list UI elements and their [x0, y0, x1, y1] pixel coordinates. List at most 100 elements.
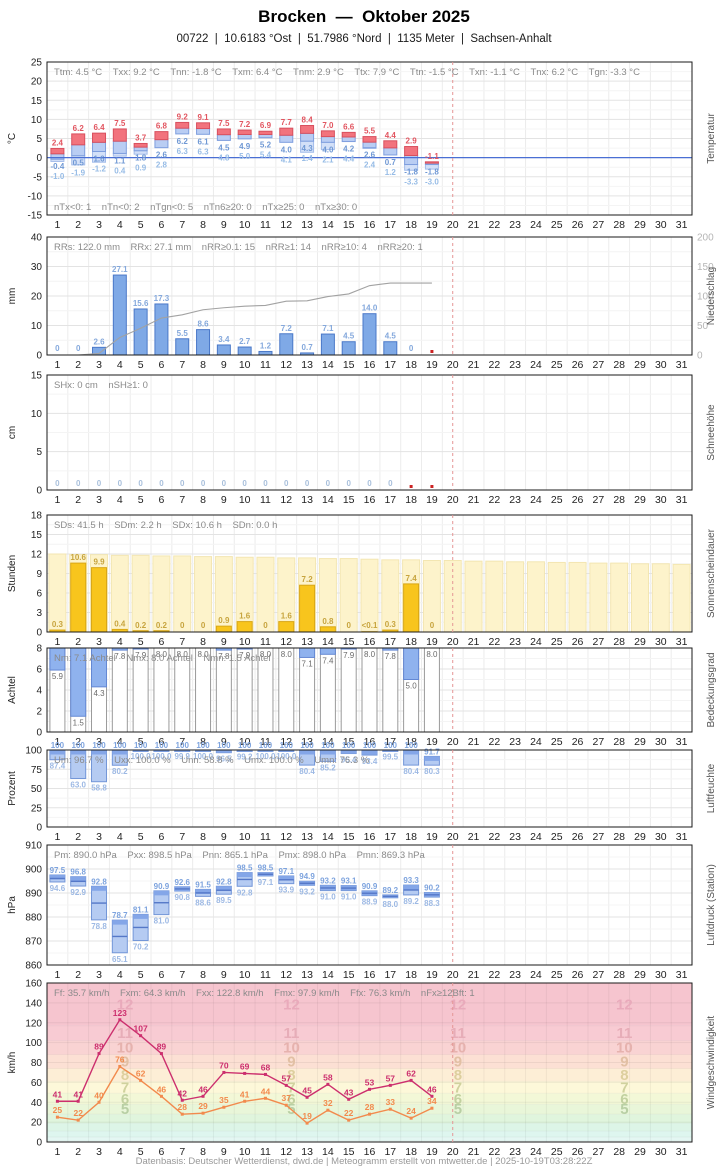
- axis-unit-label: Achtel: [7, 676, 18, 704]
- y-tick-label: 25: [31, 803, 43, 814]
- temp-max-bar: [383, 140, 398, 149]
- svg-text:5.4: 5.4: [260, 151, 272, 160]
- day-label: 12: [280, 1146, 292, 1158]
- panel-bedeckungsgrad: 5.9 1.5 4.3 7.8 7.9 8.0 8.0 8.0 7.8 7.9 8.0 8.0 7.1 7…: [7, 644, 717, 749]
- svg-text:42: 42: [178, 1088, 188, 1098]
- daylight-bar: [589, 562, 608, 633]
- temp-min-bar: [196, 128, 211, 135]
- svg-text:98.5: 98.5: [237, 864, 253, 873]
- day-label: 15: [343, 1146, 355, 1158]
- day-label: 1: [54, 494, 60, 506]
- svg-text:19: 19: [302, 1111, 312, 1121]
- svg-text:2.7: 2.7: [239, 337, 251, 346]
- day-label: 29: [634, 359, 646, 371]
- precip-bar: [341, 341, 356, 356]
- day-label: 11: [260, 636, 271, 648]
- day-label: 13: [301, 736, 313, 748]
- day-label: 22: [488, 736, 500, 748]
- svg-text:100: 100: [363, 741, 377, 750]
- y-tick-label: 80: [31, 1058, 43, 1069]
- svg-text:-1.0: -1.0: [51, 172, 65, 181]
- day-label: 8: [200, 1146, 206, 1158]
- svg-text:100: 100: [72, 741, 86, 750]
- temp-max-bar: [92, 132, 107, 143]
- svg-text:6.9: 6.9: [260, 121, 272, 130]
- svg-text:0: 0: [222, 479, 227, 488]
- svg-text:2.1: 2.1: [322, 155, 334, 164]
- day-label: 28: [613, 636, 625, 648]
- y-tick-label: -15: [28, 211, 43, 222]
- y-tick-label: 20: [31, 292, 43, 303]
- svg-text:100.0: 100.0: [131, 752, 152, 761]
- svg-text:57: 57: [282, 1073, 292, 1083]
- day-label: 31: [676, 969, 688, 981]
- temp-max-bar: [133, 142, 148, 148]
- day-label: 12: [280, 969, 292, 981]
- svg-text:5.5: 5.5: [364, 127, 376, 136]
- day-label: 27: [593, 1146, 605, 1158]
- day-label: 17: [384, 969, 396, 981]
- day-label: 11: [260, 736, 271, 748]
- svg-text:8.0: 8.0: [156, 650, 168, 659]
- day-label: 18: [405, 494, 417, 506]
- y-tick-label: 50: [31, 784, 43, 795]
- day-label: 6: [159, 831, 165, 843]
- svg-text:90.9: 90.9: [154, 882, 170, 891]
- svg-text:95.4: 95.4: [341, 756, 357, 765]
- svg-text:100.0: 100.0: [255, 752, 276, 761]
- temp-max-bar: [424, 161, 439, 164]
- day-label: 9: [221, 636, 227, 648]
- day-label: 15: [343, 494, 355, 506]
- svg-text:100: 100: [134, 741, 148, 750]
- day-label: 22: [488, 219, 500, 231]
- beaufort-scale-label: 9: [620, 1054, 628, 1071]
- day-label: 2: [75, 219, 81, 231]
- day-label: 21: [468, 219, 480, 231]
- temp-max-bar: [362, 136, 377, 143]
- svg-text:2.6: 2.6: [364, 151, 376, 160]
- svg-text:1.6: 1.6: [93, 155, 105, 164]
- day-label: 14: [322, 969, 334, 981]
- day-label: 24: [530, 219, 542, 231]
- svg-text:97.1: 97.1: [278, 867, 294, 876]
- day-label: 8: [200, 219, 206, 231]
- beaufort-scale-label: 5: [620, 1101, 628, 1118]
- missing-value-dot: [409, 485, 413, 488]
- svg-text:0.4: 0.4: [114, 166, 126, 175]
- y-tick-label: 0: [36, 823, 42, 834]
- svg-text:34: 34: [427, 1096, 437, 1106]
- missing-value-dot: [430, 485, 434, 488]
- svg-text:0: 0: [201, 621, 206, 630]
- axis-unit-label: Prozent: [7, 771, 18, 806]
- svg-text:8.0: 8.0: [281, 650, 293, 659]
- day-label: 14: [322, 831, 334, 843]
- svg-text:89.2: 89.2: [403, 897, 419, 906]
- temp-min-bar: [279, 134, 294, 143]
- day-label: 31: [676, 831, 688, 843]
- panel-frame: [46, 982, 693, 1143]
- axis-unit-label: °C: [7, 133, 18, 144]
- day-label: 18: [405, 831, 417, 843]
- svg-text:9.9: 9.9: [93, 558, 105, 567]
- y-tick-label: 20: [31, 1118, 43, 1129]
- y-tick-label: 30: [31, 262, 43, 273]
- day-label: 27: [593, 359, 605, 371]
- sunshine-bar: [215, 625, 232, 633]
- daylight-bar: [464, 560, 483, 633]
- day-label: 29: [634, 219, 646, 231]
- day-label: 20: [447, 359, 459, 371]
- panel-frame: [46, 514, 693, 633]
- svg-text:0: 0: [180, 621, 185, 630]
- day-label: 20: [447, 831, 459, 843]
- svg-text:100.0: 100.0: [276, 752, 297, 761]
- temp-min-bar: [154, 139, 169, 149]
- y-tick-label: 8: [36, 644, 42, 655]
- daylight-bar: [568, 561, 587, 633]
- data-source-footer: Datenbasis: Deutscher Wetterdienst, dwd.…: [135, 1156, 593, 1167]
- panel-frame: [46, 374, 693, 491]
- day-label: 8: [200, 359, 206, 371]
- day-label: 10: [239, 831, 251, 843]
- panel-stats: Ff: 35.7 km/h Fxm: 64.3 km/h Fxx: 122.8 …: [54, 988, 475, 999]
- svg-text:5.2: 5.2: [260, 141, 272, 150]
